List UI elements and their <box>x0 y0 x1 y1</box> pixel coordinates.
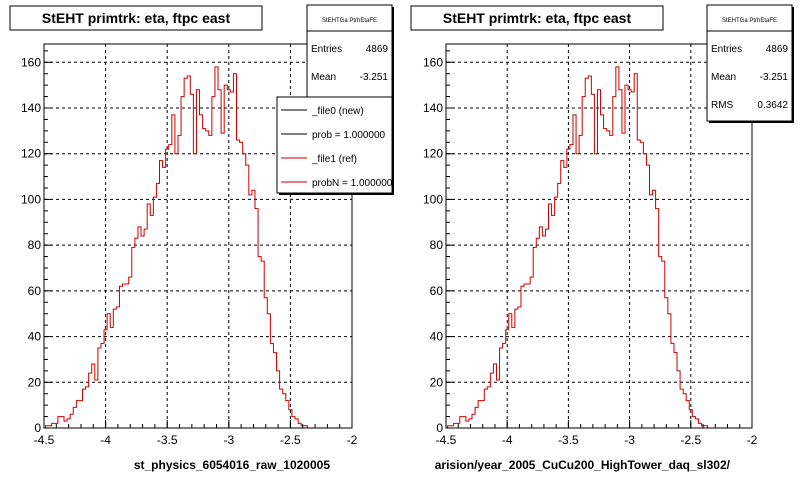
stats-title: StEHTGa PtrhEtaFE <box>722 18 777 24</box>
legend-label: probN = 1.000000 <box>312 178 393 189</box>
y-tick-label: 120 <box>21 147 41 161</box>
y-tick-label: 80 <box>28 238 42 252</box>
x-tick-label: -2.5 <box>680 433 701 447</box>
stats-key: RMS <box>711 100 734 111</box>
y-tick-label: 140 <box>423 101 443 115</box>
x-tick-label: -3.5 <box>157 433 178 447</box>
y-tick-label: 140 <box>21 101 41 115</box>
y-tick-label: 120 <box>423 147 443 161</box>
x-tick-label: -4.5 <box>436 433 457 447</box>
x-tick-label: -3 <box>223 433 234 447</box>
y-tick-label: 100 <box>21 192 41 206</box>
y-tick-label: 0 <box>436 421 443 435</box>
plot-frame <box>445 43 753 429</box>
y-tick-label: 160 <box>21 55 41 69</box>
stats-box <box>706 4 793 122</box>
x-axis-label: st_physics_6054016_raw_1020005 <box>134 458 330 472</box>
y-tick-label: 80 <box>430 238 444 252</box>
stats-key: Entries <box>311 44 342 55</box>
x-axis-label: arision/year_2005_CuCu200_HighTower_daq_… <box>435 458 731 472</box>
x-tick-label: -4 <box>502 433 513 447</box>
histogram-series <box>447 66 709 428</box>
y-tick-label: 60 <box>430 284 444 298</box>
legend-box <box>276 96 393 194</box>
stats-value: -3.251 <box>760 72 789 83</box>
chart-title: StEHT primtrk: eta, ftpc east <box>42 10 231 26</box>
legend-label: prob = 1.000000 <box>312 130 386 141</box>
histogram-panel-1: -4.5 -4 -3.5 -3 -2.5 -2 0 20 40 60 80 100 120 140 160 s… <box>9 4 394 472</box>
y-tick-label: 40 <box>430 330 444 344</box>
stats-value: 0.3642 <box>757 100 788 111</box>
stats-title: StEHTGa PtrhEtaFE <box>322 18 377 24</box>
chart-title: StEHT primtrk: eta, ftpc east <box>443 10 632 26</box>
stats-box <box>306 4 393 99</box>
y-tick-label: 20 <box>28 375 42 389</box>
stats-value: 4869 <box>766 44 789 55</box>
x-tick-label: -2.5 <box>280 433 301 447</box>
title-box <box>9 5 263 31</box>
x-tick-label: -3 <box>624 433 635 447</box>
y-tick-label: 60 <box>28 284 42 298</box>
y-tick-label: 20 <box>430 375 444 389</box>
y-tick-label: 100 <box>423 192 443 206</box>
legend-entries: _file0 (new) prob = 1.000000 _file1 (ref) p… <box>281 106 393 189</box>
legend-label: _file0 (new) <box>311 106 364 117</box>
y-tick-label: 40 <box>28 330 42 344</box>
x-tick-label: -4.5 <box>34 433 55 447</box>
histogram-series <box>45 66 308 428</box>
stats-value: 4869 <box>366 44 389 55</box>
x-tick-label: -4 <box>100 433 111 447</box>
title-box <box>410 5 664 31</box>
stats-key: Mean <box>711 72 736 83</box>
stats-key: Mean <box>311 72 336 83</box>
y-tick-label: 160 <box>423 55 443 69</box>
y-tick-label: 0 <box>34 421 41 435</box>
x-tick-label: -2 <box>347 433 358 447</box>
x-tick-label: -2 <box>747 433 758 447</box>
x-tick-label: -3.5 <box>558 433 579 447</box>
stats-value: -3.251 <box>360 72 389 83</box>
legend-label: _file1 (ref) <box>311 154 357 165</box>
plot-frame <box>43 43 353 429</box>
histogram-panel-2: -4.5 -4 -3.5 -3 -2.5 -2 0 20 40 60 80 100 120 140 160 a… <box>410 4 794 472</box>
stats-key: Entries <box>711 44 742 55</box>
